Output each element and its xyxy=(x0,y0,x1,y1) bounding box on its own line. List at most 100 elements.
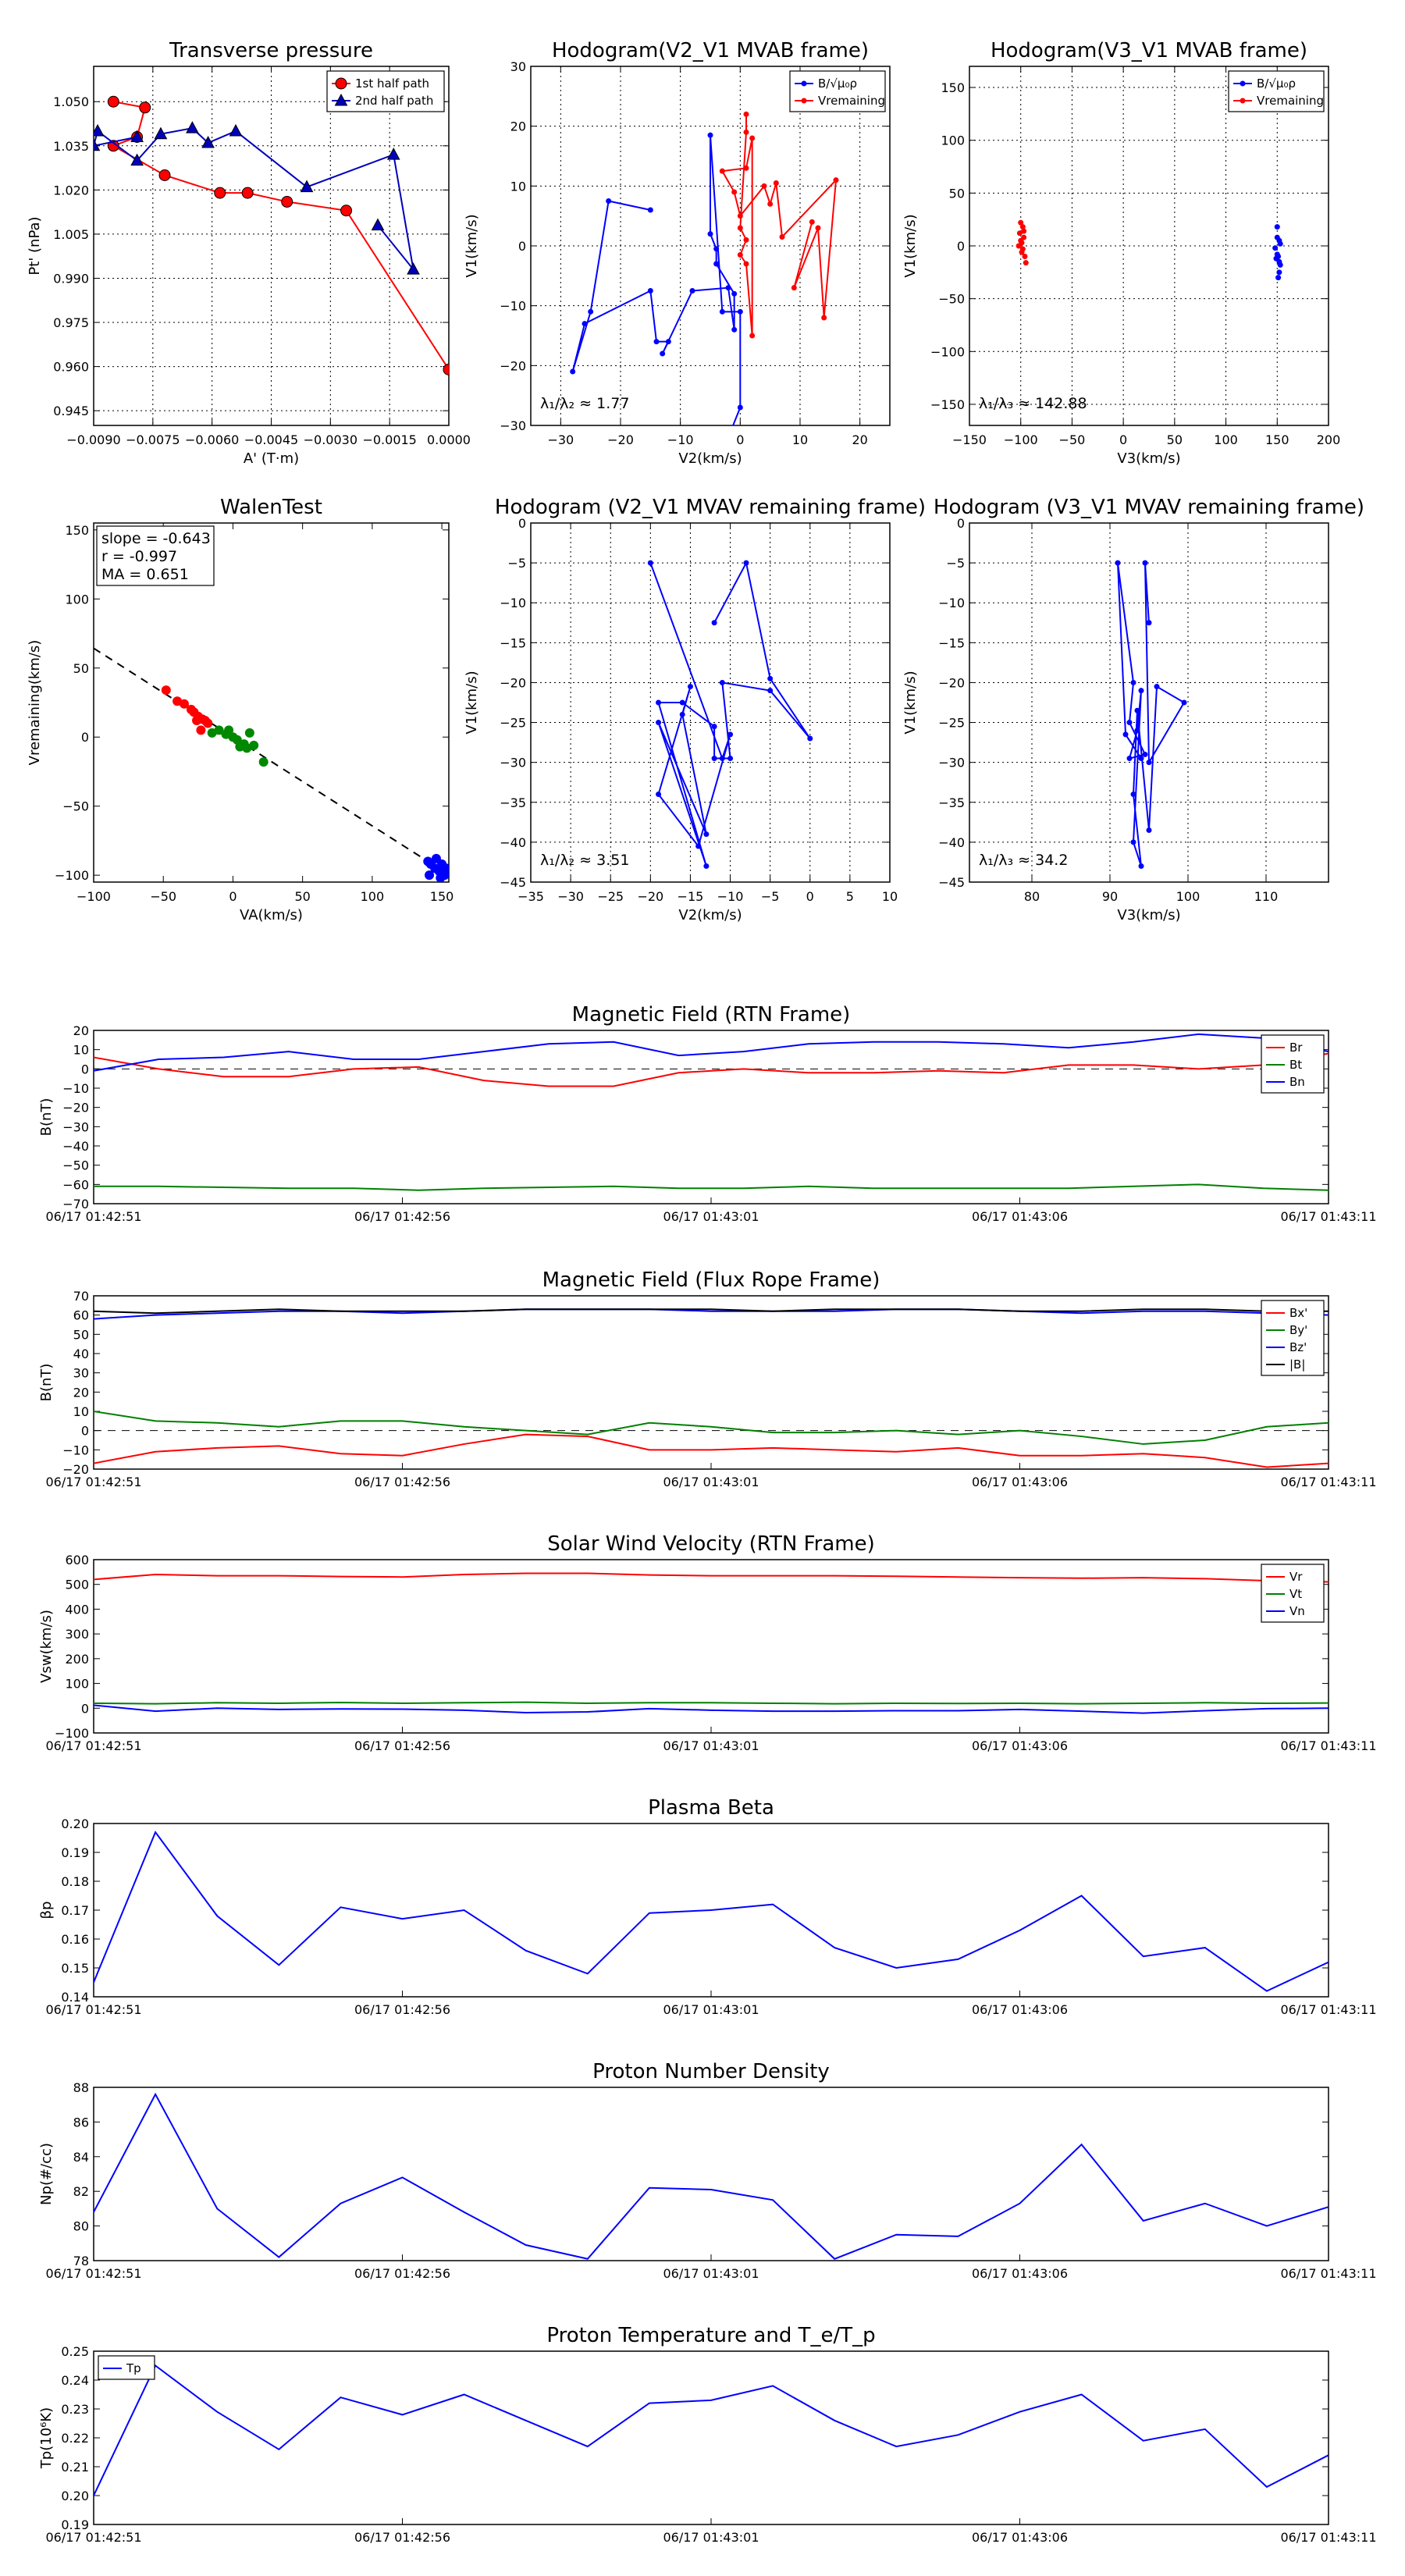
data-point xyxy=(1142,751,1148,757)
data-point xyxy=(386,148,400,160)
x-tick-label: 200 xyxy=(1317,432,1341,447)
axes-frame xyxy=(93,1030,1329,1204)
stats-box xyxy=(96,525,215,586)
data-point xyxy=(186,121,199,133)
x-tick-label: −5 xyxy=(761,889,780,904)
x-tick-label: −0.0015 xyxy=(362,432,416,447)
data-point xyxy=(244,728,254,738)
plot-area xyxy=(94,1033,1329,1191)
y-tick-label: 84 xyxy=(73,2150,89,2165)
y-tick-label: 0.15 xyxy=(61,1961,89,1976)
y-tick-label: −10 xyxy=(500,299,526,314)
y-axis-label: V1(km/s) xyxy=(464,671,480,734)
legend-marker xyxy=(801,98,807,104)
data-point xyxy=(1138,863,1144,870)
y-tick-label: 0 xyxy=(81,1062,89,1076)
h4-panel: Hodogram (V3_V1 MVAV remaining frame) −45… xyxy=(902,496,1364,923)
y-tick-label: 10 xyxy=(73,1043,89,1058)
data-point xyxy=(660,350,666,357)
data-point xyxy=(647,207,653,213)
data-point xyxy=(779,234,785,240)
x-tick-label: 0 xyxy=(229,889,237,904)
data-point xyxy=(1134,728,1140,734)
data-point xyxy=(679,699,685,706)
x-tick-label: 06/17 01:42:51 xyxy=(45,1475,141,1489)
legend-label: Tp xyxy=(126,2361,141,2375)
plot-area xyxy=(1115,560,1187,870)
data-point xyxy=(719,168,725,174)
series-b--line xyxy=(571,135,742,425)
y-tick-label: 0 xyxy=(81,730,89,745)
y-tick-label: −150 xyxy=(930,397,965,412)
y-tick-label: 0.22 xyxy=(61,2431,89,2446)
y-tick-label: 78 xyxy=(73,2254,89,2268)
data-point xyxy=(749,135,756,141)
y-tick-label: −100 xyxy=(55,1726,89,1741)
data-point xyxy=(1154,684,1160,690)
mag_fr-panel: Magnetic Field (Flux Rope Frame) −20 −10 0 1… xyxy=(38,1268,1377,1489)
y-tick-label: −10 xyxy=(500,596,526,610)
y-tick-label: 0 xyxy=(81,1424,89,1439)
y-axis-label: B(nT) xyxy=(38,1098,55,1137)
y-tick-label: −40 xyxy=(938,835,965,850)
data-point xyxy=(371,218,385,231)
plot-area xyxy=(94,2364,1329,2496)
x-tick-label: 0 xyxy=(1119,432,1127,447)
x-axis-label: VA(km/s) xyxy=(240,907,303,923)
x-tick-label: 0 xyxy=(736,432,744,447)
data-point xyxy=(1274,251,1280,258)
x-axis-label: V3(km/s) xyxy=(1117,450,1180,467)
x-tick-label: 06/17 01:42:51 xyxy=(45,1209,141,1224)
x-tick-label: 100 xyxy=(1176,889,1200,904)
chart-title: Hodogram(V2_V1 MVAB frame) xyxy=(552,39,869,62)
y-tick-label: −45 xyxy=(938,875,965,890)
y-tick-label: 20 xyxy=(510,119,526,134)
data-point xyxy=(1275,275,1282,281)
y-tick-label: 1.035 xyxy=(53,139,89,154)
y-tick-label: 0 xyxy=(957,239,965,254)
data-point xyxy=(1274,234,1280,240)
data-point xyxy=(203,718,213,728)
y-tick-label: 300 xyxy=(65,1627,89,1642)
y-tick-label: 600 xyxy=(65,1553,89,1567)
y-tick-label: 50 xyxy=(73,1327,89,1342)
y-tick-label: 0.17 xyxy=(61,1903,89,1918)
x-tick-label: 06/17 01:43:06 xyxy=(972,2002,1068,2017)
y-tick-label: −40 xyxy=(500,835,526,850)
x-tick-label: 110 xyxy=(1254,889,1279,904)
data-point xyxy=(656,792,662,798)
y-tick-label: 400 xyxy=(65,1602,89,1617)
data-point xyxy=(1018,219,1024,226)
y-tick-label: 50 xyxy=(949,186,965,201)
x-tick-label: 06/17 01:42:51 xyxy=(45,2266,141,2281)
y-tick-label: −100 xyxy=(930,344,965,359)
y-tick-label: −30 xyxy=(62,1119,89,1134)
y-tick-label: −10 xyxy=(62,1443,89,1457)
chart-title: Proton Temperature and T_e/T_p xyxy=(546,2324,875,2347)
data-point xyxy=(773,180,779,186)
y-tick-label: 0.990 xyxy=(53,271,89,286)
data-point xyxy=(443,363,449,375)
data-point xyxy=(444,866,449,876)
data-point xyxy=(1023,260,1029,266)
x-tick-label: −20 xyxy=(637,889,663,904)
data-point xyxy=(743,261,749,267)
y-tick-label: −50 xyxy=(62,799,89,814)
series-v-line xyxy=(1117,562,1186,866)
y-axis-label: V1(km/s) xyxy=(902,214,919,277)
data-point xyxy=(130,130,144,142)
data-point xyxy=(1274,224,1280,230)
y-tick-label: −40 xyxy=(62,1139,89,1154)
axes-frame xyxy=(969,522,1329,883)
data-point xyxy=(1181,699,1187,706)
data-point xyxy=(1016,230,1023,237)
np-panel: Proton Number Density 78 80 82 84 86 88 06/17 0… xyxy=(38,2060,1377,2281)
x-tick-label: 06/17 01:42:56 xyxy=(354,2002,450,2017)
y-tick-label: 100 xyxy=(941,133,965,148)
data-point xyxy=(94,123,105,137)
chart-title: Hodogram (V2_V1 MVAV remaining frame) xyxy=(495,496,926,519)
series-vr-line xyxy=(94,1572,1329,1583)
data-point xyxy=(713,261,720,267)
x-axis-label: A' (T·m) xyxy=(244,450,299,467)
y-tick-label: −30 xyxy=(938,756,965,770)
